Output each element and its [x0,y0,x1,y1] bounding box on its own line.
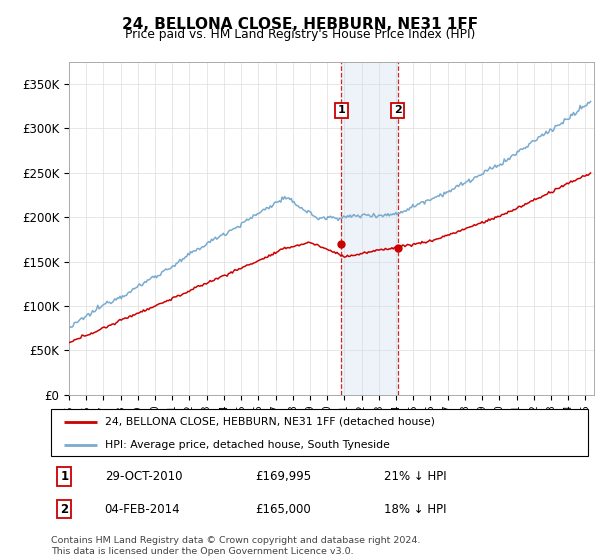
Text: Contains HM Land Registry data © Crown copyright and database right 2024.
This d: Contains HM Land Registry data © Crown c… [51,536,421,556]
Text: 24, BELLONA CLOSE, HEBBURN, NE31 1FF (detached house): 24, BELLONA CLOSE, HEBBURN, NE31 1FF (de… [105,417,435,427]
Text: 2: 2 [394,105,401,115]
Bar [341,62,398,395]
Text: £165,000: £165,000 [255,502,311,516]
Text: 29-OCT-2010: 29-OCT-2010 [105,470,182,483]
Text: 18% ↓ HPI: 18% ↓ HPI [384,502,446,516]
Text: Price paid vs. HM Land Registry's House Price Index (HPI): Price paid vs. HM Land Registry's House … [125,28,475,41]
Text: 1: 1 [61,470,68,483]
Text: HPI: Average price, detached house, South Tyneside: HPI: Average price, detached house, Sout… [105,440,389,450]
Text: 04-FEB-2014: 04-FEB-2014 [105,502,181,516]
Text: 21% ↓ HPI: 21% ↓ HPI [384,470,446,483]
Text: 2: 2 [61,502,68,516]
Text: 1: 1 [338,105,346,115]
Text: £169,995: £169,995 [255,470,311,483]
Text: 24, BELLONA CLOSE, HEBBURN, NE31 1FF: 24, BELLONA CLOSE, HEBBURN, NE31 1FF [122,17,478,32]
FancyBboxPatch shape [51,409,588,456]
